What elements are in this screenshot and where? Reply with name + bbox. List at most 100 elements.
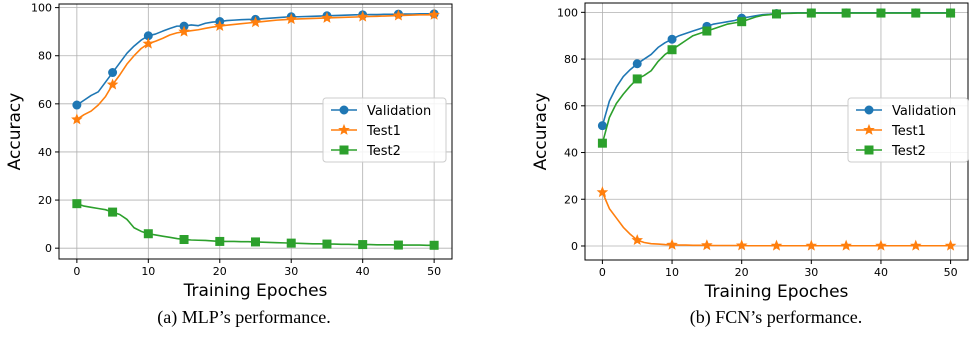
legend-box (322, 97, 447, 163)
data-point-test1 (596, 186, 609, 198)
series-test2 (72, 199, 439, 250)
data-point-test1 (875, 239, 887, 251)
x-tick-label: 20 (735, 266, 749, 279)
x-tick-label: 0 (599, 266, 606, 279)
x-tick-label: 0 (73, 265, 80, 278)
x-tick-label: 30 (804, 266, 818, 279)
x-axis-label: Training Epoches (704, 282, 849, 302)
data-point-test1 (666, 238, 678, 250)
data-point-test2 (946, 8, 956, 18)
legend-label: Test2 (366, 144, 401, 159)
y-tick-label: 60 (564, 100, 578, 113)
data-point-test1 (178, 25, 190, 37)
y-tick-label: 80 (564, 53, 578, 66)
data-point-test1 (805, 239, 818, 251)
x-tick-label: 40 (356, 265, 370, 278)
data-point-test1 (321, 11, 333, 23)
data-point-test1 (735, 239, 748, 251)
data-point-test1 (142, 37, 155, 49)
data-point-validation (632, 59, 642, 69)
data-point-test2 (876, 8, 886, 18)
data-point-test1 (701, 239, 713, 251)
data-point-test2 (179, 235, 189, 245)
legend-label: Test2 (891, 144, 926, 159)
legend: Validation Test1 Test2 (322, 97, 447, 163)
data-point-test2 (72, 199, 82, 209)
data-point-test2 (597, 138, 607, 148)
y-tick-label: 0 (45, 242, 52, 255)
data-point-test1 (770, 239, 783, 251)
legend-marker-validation (339, 105, 349, 115)
y-tick-label: 40 (564, 147, 578, 160)
data-point-validation (597, 121, 607, 131)
legend-box (847, 97, 969, 163)
data-point-test2 (702, 26, 712, 36)
legend-marker-test2 (864, 145, 874, 155)
data-point-test1 (428, 8, 440, 20)
figure-caption: (a) MLP’s performance. (157, 307, 330, 328)
data-point-test2 (393, 240, 403, 250)
y-axis-label: Accuracy (5, 93, 25, 171)
x-axis-label: Training Epoches (183, 281, 328, 301)
data-point-validation (667, 34, 677, 44)
figure-caption: (b) FCN’s performance. (690, 307, 862, 328)
data-point-test1 (106, 78, 119, 90)
y-tick-label: 100 (557, 6, 578, 19)
chart-mlp: 0 10 20 30 40 50 0 20 40 60 80 100 Training Epoches A… (5, 2, 453, 328)
data-point-test1 (249, 16, 262, 28)
series-test1 (71, 8, 440, 125)
legend: Validation Test1 Test2 (847, 97, 969, 163)
x-tick-label: 10 (141, 265, 155, 278)
data-point-test1 (910, 239, 922, 251)
y-tick-label: 80 (38, 50, 52, 63)
y-tick-label: 0 (571, 240, 578, 253)
legend-marker-test1 (338, 123, 350, 135)
series-test1 (596, 186, 957, 251)
data-point-test1 (631, 234, 643, 246)
data-point-validation (72, 100, 82, 110)
legend-label: Validation (892, 104, 956, 119)
data-point-test2 (911, 8, 921, 18)
x-tick-label: 50 (427, 265, 441, 278)
data-point-test2 (358, 240, 368, 250)
data-point-test2 (806, 8, 816, 18)
data-point-test1 (392, 9, 405, 21)
data-point-test2 (841, 8, 851, 18)
data-point-test2 (772, 9, 781, 19)
data-point-test2 (143, 229, 153, 239)
x-tick-label: 40 (874, 266, 888, 279)
legend-marker-validation (864, 105, 874, 115)
data-point-test2 (632, 74, 642, 84)
x-tick-label: 10 (665, 266, 679, 279)
x-tick-label: 20 (213, 265, 227, 278)
y-tick-label: 40 (38, 146, 52, 159)
data-point-test2 (737, 17, 747, 27)
y-tick-label: 20 (564, 193, 578, 206)
data-point-test2 (286, 238, 296, 248)
data-point-test2 (429, 240, 439, 250)
data-point-test1 (71, 113, 83, 125)
data-point-test1 (356, 10, 369, 22)
data-point-test2 (215, 236, 225, 246)
data-point-test1 (944, 239, 957, 251)
legend-marker-test1 (863, 123, 875, 135)
y-tick-label: 60 (38, 98, 52, 111)
data-point-test2 (108, 207, 118, 217)
legend-label: Test1 (366, 124, 401, 139)
data-point-validation (108, 68, 118, 78)
series-line-test1 (601, 191, 951, 247)
data-point-test2 (251, 237, 260, 247)
data-point-test1 (285, 13, 297, 25)
legend-label: Validation (367, 104, 431, 119)
y-axis-label: Accuracy (531, 93, 551, 171)
x-tick-label: 50 (944, 266, 958, 279)
x-tick-label: 30 (284, 265, 298, 278)
chart-fcn: 0 10 20 30 40 50 0 20 40 60 80 100 Training Epoches A… (531, 2, 969, 328)
y-tick-label: 20 (38, 194, 52, 207)
legend-marker-test2 (339, 145, 349, 155)
data-point-test1 (840, 239, 852, 251)
data-point-test2 (667, 45, 677, 55)
data-point-test1 (214, 20, 226, 32)
y-tick-label: 100 (31, 2, 52, 15)
